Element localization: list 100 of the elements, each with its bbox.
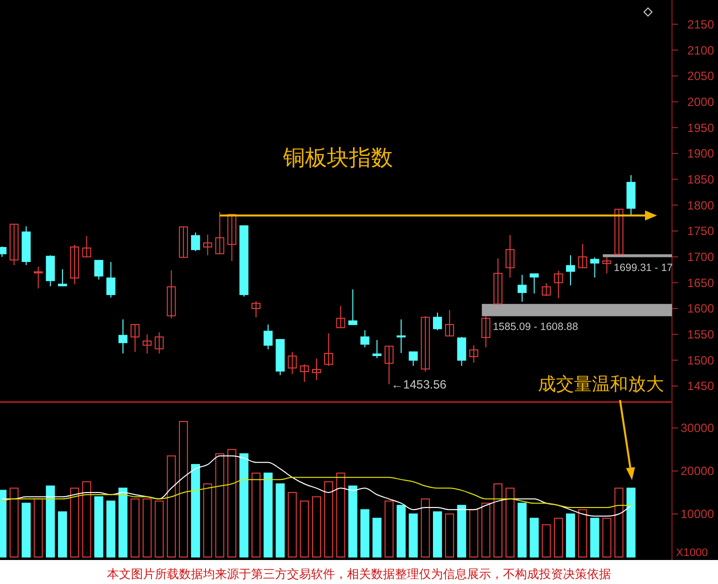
candlestick — [336, 305, 346, 328]
bar — [166, 455, 176, 558]
band-label: 1585.09 - 1608.88 — [492, 321, 578, 334]
bar — [300, 500, 309, 558]
candlestick — [130, 324, 140, 352]
bar — [348, 486, 358, 558]
y-tick-label: 1500 — [687, 353, 714, 368]
candlestick — [191, 232, 200, 252]
bar — [142, 498, 152, 558]
bar — [506, 488, 515, 558]
candlestick — [384, 346, 394, 385]
y-tick-label: 1800 — [687, 198, 714, 212]
y-tick-label: 1850 — [687, 172, 714, 186]
bar — [554, 518, 563, 558]
candlestick — [469, 344, 478, 364]
candlestick — [420, 316, 430, 372]
y-tick-label: 10000 — [680, 507, 714, 522]
candlestick — [530, 273, 539, 294]
candlestick — [348, 288, 358, 326]
y-tick-label: 2050 — [687, 69, 714, 84]
y-tick-label: 1900 — [687, 146, 714, 161]
bar — [432, 511, 442, 558]
bar — [614, 488, 624, 558]
y-tick-label: 30000 — [680, 421, 714, 436]
candlestick — [215, 211, 224, 254]
bar — [518, 502, 527, 558]
candlestick — [252, 300, 261, 318]
bar — [542, 524, 551, 558]
bar — [154, 500, 164, 558]
candlestick — [166, 270, 176, 319]
annotation: ←1453.56 — [391, 377, 447, 392]
bar — [264, 472, 273, 558]
bar — [118, 488, 128, 558]
bar — [384, 500, 394, 558]
y-tick-label: 2150 — [687, 17, 714, 32]
candlestick — [493, 258, 502, 304]
candlestick — [264, 324, 273, 350]
candlestick — [34, 266, 43, 289]
candlestick — [396, 318, 406, 354]
annotation: 成交量温和放大 — [538, 374, 664, 394]
candlestick — [324, 332, 334, 366]
candlestick — [70, 244, 80, 285]
candlestick — [58, 268, 67, 287]
candlestick — [106, 261, 116, 298]
bar — [46, 486, 55, 558]
bar — [566, 513, 576, 558]
y-tick-label: 1700 — [687, 250, 714, 264]
candlestick — [118, 318, 128, 354]
line-series — [2, 455, 632, 517]
bar — [396, 504, 406, 558]
bar — [215, 453, 224, 558]
bar — [34, 498, 43, 558]
bar — [469, 509, 478, 558]
y-tick-label: 1950 — [687, 120, 714, 135]
bar — [94, 496, 104, 558]
bar — [336, 472, 346, 558]
bar — [590, 518, 600, 558]
candlestick — [142, 334, 152, 354]
bar — [58, 511, 67, 558]
bar — [372, 518, 382, 558]
candlestick — [288, 351, 297, 375]
candlestick — [227, 214, 236, 262]
bar — [70, 488, 80, 558]
bar — [602, 518, 612, 558]
bar — [445, 513, 454, 558]
y-tick-label: 1600 — [687, 302, 714, 316]
candlestick — [154, 332, 164, 354]
candlestick — [10, 224, 19, 266]
candlestick — [312, 358, 321, 380]
candlestick — [408, 351, 418, 366]
candlestick — [554, 270, 563, 299]
bar — [626, 488, 636, 558]
y-tick-label: 1550 — [687, 328, 714, 342]
bar — [276, 483, 285, 558]
bar — [578, 509, 588, 558]
candlestick — [602, 256, 612, 274]
candlestick — [372, 340, 382, 359]
y-axis-title: X1000 — [676, 547, 708, 559]
candlestick — [445, 310, 454, 336]
bar — [227, 448, 236, 558]
candlestick — [457, 336, 466, 366]
y-tick-label: 2100 — [687, 43, 714, 58]
bar — [360, 509, 370, 558]
bar — [252, 472, 261, 558]
bar — [10, 488, 19, 558]
bar — [203, 483, 212, 558]
candlestick — [614, 208, 624, 255]
text: 本文图片所载数据均来源于第三方交易软件，相关数据整理仅为信息展示，不构成投资决策依据 — [107, 567, 611, 581]
candlestick — [566, 254, 576, 286]
y-tick-label: 1650 — [687, 276, 714, 290]
bar — [481, 502, 490, 558]
y-tick-label: 1750 — [687, 224, 714, 238]
candlestick — [578, 243, 588, 268]
bar — [178, 420, 188, 558]
bar — [420, 498, 430, 558]
candlestick — [590, 256, 600, 278]
y-tick-label: 2000 — [687, 94, 714, 109]
candlestick — [518, 274, 527, 302]
bar — [82, 481, 92, 558]
bar — [130, 498, 140, 558]
